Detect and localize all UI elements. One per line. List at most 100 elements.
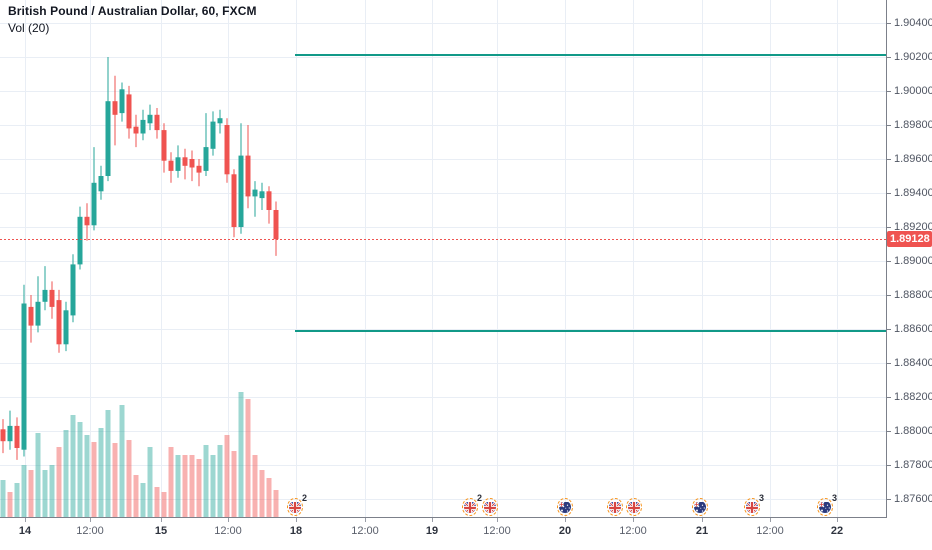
time-tick-label: 15: [154, 525, 168, 537]
volume-bar: [266, 478, 272, 517]
candle: [77, 206, 83, 270]
price-axis[interactable]: 1.89128 1.90400 1.90200 1.90000 1.89800 1.89…: [887, 0, 932, 517]
time-tick: [161, 518, 162, 522]
time-tick-label: 19: [425, 525, 439, 537]
time-tick-label: 21: [695, 525, 709, 537]
candle: [252, 181, 258, 217]
economic-event-icon[interactable]: [692, 498, 708, 516]
volume-bar: [196, 459, 202, 517]
symbol-title[interactable]: British Pound / Australian Dollar, 60, F…: [8, 4, 257, 18]
candle: [245, 125, 251, 209]
volume-bar: [273, 490, 279, 517]
uk-flag-icon: [289, 501, 301, 513]
volume-bar: [42, 470, 48, 517]
volume-bar: [147, 447, 153, 517]
candle: [70, 254, 76, 323]
event-count-badge: 2: [476, 493, 482, 503]
time-tick: [296, 518, 297, 522]
time-tick: [633, 518, 634, 522]
volume-layer: [0, 392, 279, 517]
time-tick: [497, 518, 498, 522]
price-tick-label: 1.88400: [887, 357, 932, 369]
candle: [49, 281, 55, 319]
uk-flag-icon: [484, 501, 496, 513]
uk-flag-icon: [628, 501, 640, 513]
economic-event-icon[interactable]: 2: [287, 493, 307, 516]
volume-bar: [28, 470, 34, 517]
volume-bar: [7, 492, 13, 517]
price-tick-label: 1.88600: [887, 323, 932, 335]
australia-flag-icon: [694, 501, 706, 513]
candle: [168, 152, 174, 183]
volume-bar: [133, 475, 139, 517]
candle: [133, 114, 139, 148]
candle: [0, 419, 6, 454]
economic-event-icon[interactable]: [557, 498, 573, 516]
time-tick: [770, 518, 771, 522]
candle: [161, 123, 167, 173]
price-tick-label: 1.88800: [887, 289, 932, 301]
volume-bar: [217, 445, 223, 517]
time-tick-label: 12:00: [351, 525, 379, 537]
volume-bar: [0, 480, 6, 517]
economic-event-icon[interactable]: [607, 498, 623, 516]
time-tick-label: 12:00: [483, 525, 511, 537]
volume-bar: [161, 492, 167, 517]
volume-indicator-label[interactable]: Vol (20): [8, 21, 50, 35]
volume-bar: [35, 433, 41, 517]
volume-bar: [119, 405, 125, 517]
economic-event-icon[interactable]: 3: [744, 493, 764, 516]
candle: [119, 82, 125, 122]
economic-event-icon[interactable]: [482, 498, 498, 516]
time-tick: [702, 518, 703, 522]
volume-bar: [210, 455, 216, 517]
candle: [7, 410, 13, 450]
volume-bar: [238, 392, 244, 517]
volume-bar: [140, 483, 146, 517]
candle: [56, 289, 62, 353]
volume-bar: [259, 470, 265, 517]
event-count-badge: 2: [301, 493, 307, 503]
candle: [42, 266, 48, 311]
candle: [224, 118, 230, 183]
price-tick-label: 1.89400: [887, 187, 932, 199]
volume-bar: [175, 455, 181, 517]
candle: [140, 109, 146, 141]
australia-flag-icon: [559, 501, 571, 513]
volume-bar: [91, 442, 97, 517]
event-count-badge: 3: [831, 493, 837, 503]
candle: [231, 169, 237, 238]
time-tick-label: 12:00: [619, 525, 647, 537]
economic-event-icon[interactable]: 3: [817, 493, 837, 516]
price-pane[interactable]: [0, 0, 887, 518]
candle: [238, 123, 244, 234]
candle: [98, 165, 104, 200]
candle: [63, 301, 69, 352]
economic-event-icon[interactable]: 2: [462, 493, 482, 516]
chart-legend[interactable]: British Pound / Australian Dollar, 60, F…: [8, 5, 257, 34]
time-tick: [432, 518, 433, 522]
volume-bar: [63, 430, 69, 517]
volume-bar: [112, 443, 118, 517]
candle: [217, 109, 223, 134]
candle: [14, 417, 20, 460]
uk-flag-icon: [464, 501, 476, 513]
time-axis[interactable]: 14 12:00 15 12:00 18 12:00 19 12:00 20 12:00 21 12:…: [0, 518, 886, 550]
volume-bar: [203, 445, 209, 517]
volume-bar: [77, 422, 83, 517]
last-price-label: 1.89128: [887, 231, 932, 248]
chart-canvas[interactable]: [0, 0, 886, 517]
candle: [35, 276, 41, 333]
volume-bar: [224, 435, 230, 517]
candle: [210, 111, 216, 156]
price-tick-label: 1.89800: [887, 119, 932, 131]
candle: [28, 295, 34, 343]
price-tick-label: 1.87600: [887, 493, 932, 505]
volume-bar: [21, 465, 27, 517]
time-tick: [25, 518, 26, 522]
grid-layer: [0, 0, 886, 517]
time-tick: [228, 518, 229, 522]
uk-flag-icon: [746, 501, 758, 513]
economic-event-icon[interactable]: [626, 498, 642, 516]
price-tick-label: 1.89200: [887, 221, 932, 233]
